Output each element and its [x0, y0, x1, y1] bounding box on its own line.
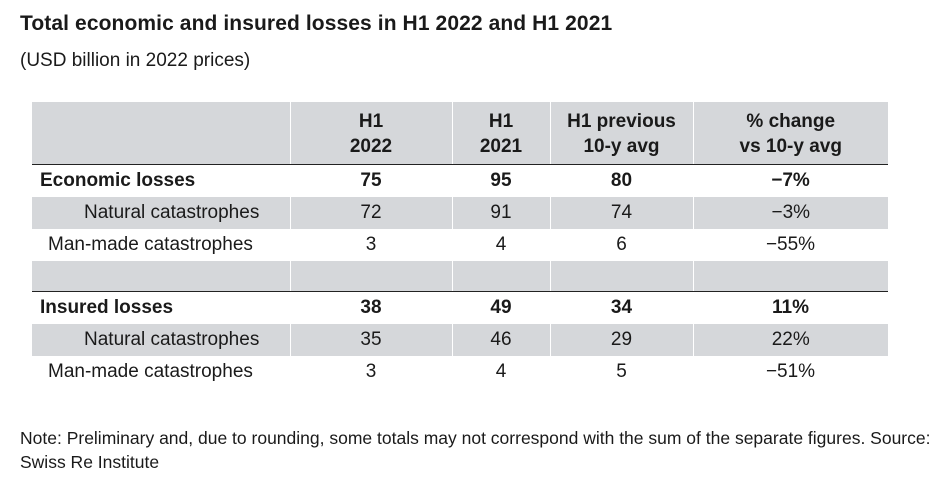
- spacer-cell: [32, 260, 290, 292]
- spacer-row: [32, 260, 888, 292]
- cell-h1-2021: 95: [490, 169, 512, 191]
- cell-h1-2021: 49: [490, 296, 512, 318]
- cell-h1-2021: 4: [495, 233, 507, 255]
- row-label: Natural catastrophes: [32, 323, 290, 356]
- spacer-cell: [289, 260, 452, 292]
- header-cell-h1-2021: H1 2021: [451, 102, 550, 165]
- row-label: Natural catastrophes: [32, 196, 290, 229]
- cell-pct-change: −55%: [765, 233, 816, 255]
- table-row: Man-made catastrophes 3 4 6 −55%: [32, 229, 888, 261]
- cell-pct-change: 11%: [772, 296, 809, 318]
- spacer-cell: [549, 260, 693, 292]
- cell-h1-2022: 3: [365, 233, 377, 255]
- header-text: H1: [358, 111, 384, 132]
- table-row: Insured losses 38 49 34 11%: [32, 292, 888, 324]
- header-text: 10-y avg: [583, 136, 660, 157]
- header-cell-label: [32, 102, 290, 165]
- spacer-cell: [692, 260, 888, 292]
- cell-pct-change: 22%: [692, 323, 888, 356]
- cell-previous-avg: 5: [616, 360, 627, 382]
- cell-previous-avg: 34: [610, 296, 633, 318]
- footnote: Note: Preliminary and, due to rounding, …: [20, 428, 931, 472]
- cell-pct-change: −51%: [765, 360, 816, 382]
- header-text: 2021: [479, 136, 523, 157]
- cell-h1-2021: 4: [495, 360, 507, 382]
- cell-previous-avg: 74: [549, 196, 693, 229]
- spacer-cell: [451, 260, 550, 292]
- losses-table: H1 2022 H1 2021 H1 previous 10-y avg % c…: [32, 102, 888, 388]
- cell-h1-2022: 75: [360, 169, 382, 191]
- cell-previous-avg: 80: [610, 169, 633, 191]
- row-label: Man-made catastrophes: [48, 360, 253, 382]
- row-label: Insured losses: [40, 296, 174, 318]
- header-text: % change: [746, 111, 836, 132]
- header-row: H1 2022 H1 2021 H1 previous 10-y avg % c…: [32, 102, 888, 165]
- row-label: Economic losses: [40, 169, 196, 191]
- header-text: vs 10-y avg: [739, 136, 842, 157]
- cell-h1-2022: 35: [289, 323, 452, 356]
- table-header: H1 2022 H1 2021 H1 previous 10-y avg % c…: [32, 102, 888, 165]
- table-row: Man-made catastrophes 3 4 5 −51%: [32, 356, 888, 388]
- table-title: Total economic and insured losses in H1 …: [20, 12, 613, 35]
- header-cell-pct-change: % change vs 10-y avg: [692, 102, 888, 165]
- cell-h1-2021: 91: [451, 196, 550, 229]
- cell-pct-change: −3%: [692, 196, 888, 229]
- table-row: Economic losses 75 95 80 −7%: [32, 165, 888, 197]
- header-cell-h1-2022: H1 2022: [289, 102, 452, 165]
- cell-h1-2022: 38: [360, 296, 382, 318]
- cell-previous-avg: 6: [616, 233, 627, 255]
- header-text: H1 previous: [567, 111, 676, 132]
- cell-previous-avg: 29: [549, 323, 693, 356]
- header-text: 2022: [349, 136, 393, 157]
- cell-pct-change: −7%: [771, 169, 810, 191]
- table-row: Natural catastrophes 35 46 29 22%: [32, 323, 888, 356]
- cell-h1-2022: 3: [365, 360, 377, 382]
- table-subtitle: (USD billion in 2022 prices): [20, 50, 251, 71]
- header-cell-previous-avg: H1 previous 10-y avg: [549, 102, 693, 165]
- cell-h1-2022: 72: [289, 196, 452, 229]
- cell-h1-2021: 46: [451, 323, 550, 356]
- header-text: H1: [488, 111, 514, 132]
- table-row: Natural catastrophes 72 91 74 −3%: [32, 196, 888, 229]
- table-body: Economic losses 75 95 80 −7% Natural cat…: [32, 165, 888, 388]
- row-label: Man-made catastrophes: [48, 233, 253, 255]
